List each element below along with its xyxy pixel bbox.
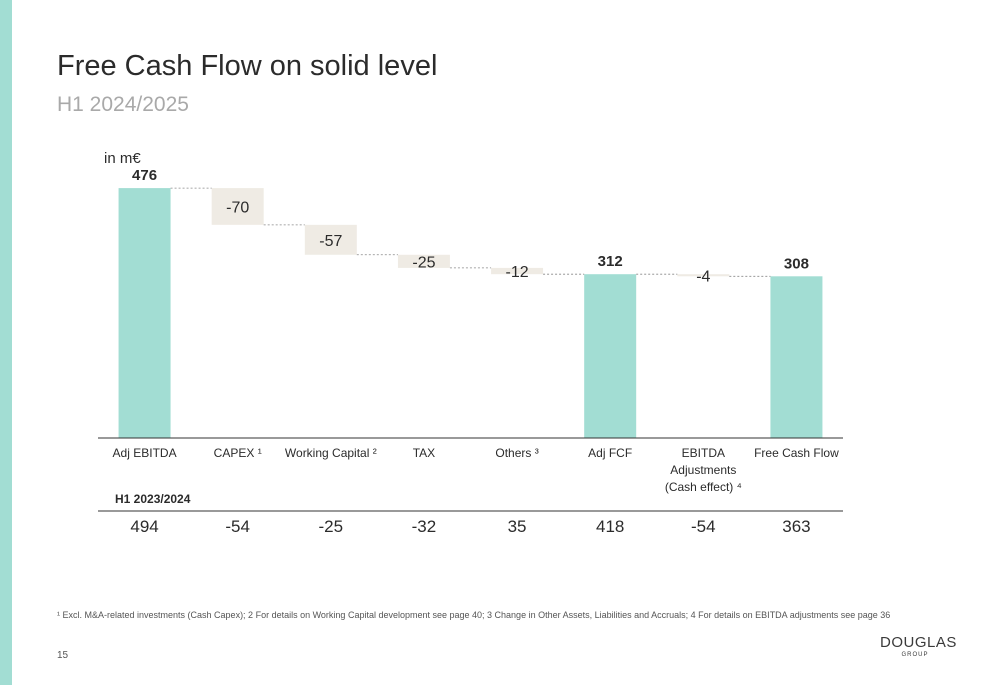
x-tick-label: Others ³ [495, 446, 538, 460]
x-tick-label: Adjustments [670, 463, 736, 477]
x-tick-label: Adj FCF [588, 446, 632, 460]
slide-title: Free Cash Flow on solid level [57, 50, 438, 82]
x-tick-label: (Cash effect) ⁴ [665, 480, 742, 494]
x-tick-label: TAX [413, 446, 435, 460]
x-tick-label: Working Capital ² [285, 446, 377, 460]
bar-total [584, 274, 637, 438]
comparison-value: 418 [596, 517, 624, 536]
page-number: 15 [57, 650, 69, 661]
footnote: ¹ Excl. M&A-related investments (Cash Ca… [57, 610, 891, 620]
bar-total [118, 188, 171, 438]
accent-side-bar [0, 0, 12, 685]
bar-delta [211, 188, 264, 225]
bar-delta [304, 224, 357, 255]
bar-delta [491, 267, 544, 275]
data-label: 312 [598, 253, 623, 270]
bar-total [770, 276, 823, 438]
comparison-value: 35 [508, 517, 527, 536]
x-tick-label: EBITDA [682, 446, 725, 460]
data-label: 476 [132, 167, 157, 184]
unit-label: in m€ [104, 150, 141, 167]
comparison-value: -25 [319, 517, 344, 536]
data-label: -4 [696, 268, 710, 285]
data-label: -57 [319, 233, 342, 250]
comparison-value: 363 [782, 517, 810, 536]
bar-delta [677, 274, 730, 277]
x-tick-label: Adj EBITDA [113, 446, 177, 460]
logo-wordmark: DOUGLAS [880, 634, 957, 651]
data-label: -25 [412, 254, 435, 271]
comparison-value: 494 [130, 517, 158, 536]
waterfall-chart: in m€476 -70 -57 -25 -12 312 -4 308 Adj EBITDA CA… [98, 150, 843, 536]
data-label: 308 [784, 255, 809, 272]
slide-subtitle: H1 2024/2025 [57, 93, 189, 116]
x-tick-label: Free Cash Flow [754, 446, 839, 460]
comparison-value: -54 [225, 517, 250, 536]
data-label: -70 [226, 199, 249, 216]
bar-delta [397, 254, 450, 268]
comparison-value: -54 [691, 517, 716, 536]
comparison-row-label: H1 2023/2024 [115, 492, 191, 506]
x-tick-label: CAPEX ¹ [214, 446, 262, 460]
comparison-value: -32 [412, 517, 437, 536]
douglas-logo: DOUGLAS GROUP [880, 634, 957, 658]
data-label: -12 [506, 264, 529, 281]
logo-subtext: GROUP [901, 652, 929, 658]
